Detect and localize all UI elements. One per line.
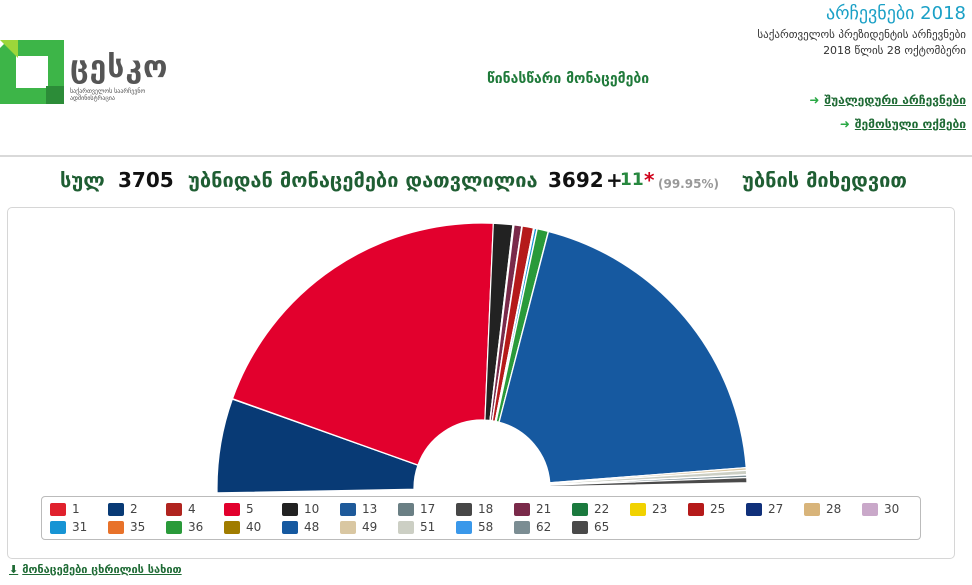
legend-label: 51 xyxy=(420,520,436,534)
legend-label: 49 xyxy=(362,520,378,534)
legend-swatch xyxy=(398,521,414,534)
legend-swatch xyxy=(630,503,646,516)
cesko-logo-icon xyxy=(0,40,64,104)
legend-swatch xyxy=(340,503,356,516)
legend-label: 36 xyxy=(188,520,204,534)
link-label: შემოსული ოქმები xyxy=(854,117,966,131)
legend-label: 40 xyxy=(246,520,262,534)
legend-swatch xyxy=(224,503,240,516)
elections-title: არჩევნები 2018 xyxy=(826,3,966,24)
legend-swatch xyxy=(340,521,356,534)
chart-legend: 1 2 4 5 10 13 17 18 21 22 23 25 27 28 30 31 35 36 40 48 49 51… xyxy=(41,496,921,540)
table-view-link[interactable]: ⬇ მონაცემები ცხრილის სახით xyxy=(9,563,182,576)
preliminary-data-label: წინასწარი მონაცემები xyxy=(487,71,650,87)
legend-label: 10 xyxy=(304,502,320,516)
legend-swatch xyxy=(456,503,472,516)
legend-swatch xyxy=(862,503,878,516)
header-divider xyxy=(0,155,972,157)
legend-swatch xyxy=(572,503,588,516)
legend-label: 5 xyxy=(246,502,254,516)
legend-swatch xyxy=(282,503,298,516)
link-received-protocols[interactable]: ➜ შემოსული ოქმები xyxy=(840,117,966,131)
total-precincts: 3705 xyxy=(118,168,174,192)
legend-swatch xyxy=(456,521,472,534)
legend-label: 35 xyxy=(130,520,146,534)
legend-label: 18 xyxy=(478,502,494,516)
legend-swatch xyxy=(282,521,298,534)
legend-label: 25 xyxy=(710,502,726,516)
summary-suffix: უბნის მიხედვით xyxy=(742,168,907,192)
legend-label: 62 xyxy=(536,520,552,534)
legend-swatch xyxy=(166,521,182,534)
counted-percent: (99.95%) xyxy=(658,177,719,191)
legend-swatch xyxy=(572,521,588,534)
legend-label: 58 xyxy=(478,520,494,534)
legend-label: 31 xyxy=(72,520,88,534)
results-chart-panel: 1 2 4 5 10 13 17 18 21 22 23 25 27 28 30 31 35 36 40 48 49 51… xyxy=(7,207,955,559)
legend-label: 65 xyxy=(594,520,610,534)
link-label: შუალედური არჩევნები xyxy=(824,93,966,107)
summary-middle-text: უბნიდან მონაცემები დათვლილია xyxy=(188,168,538,192)
counting-summary: სულ 3705 უბნიდან მონაცემები დათვლილია 36… xyxy=(0,168,972,196)
legend-swatch xyxy=(224,521,240,534)
elections-subtitle: საქართველოს პრეზიდენტის არჩევნები xyxy=(757,28,966,41)
logo-name: ცესკო xyxy=(70,50,169,85)
legend-swatch xyxy=(166,503,182,516)
legend-swatch xyxy=(804,503,820,516)
plus-sign: + xyxy=(606,168,623,192)
legend-label: 27 xyxy=(768,502,784,516)
legend-label: 4 xyxy=(188,502,196,516)
arrow-right-icon: ➜ xyxy=(839,117,850,131)
chart-slice-48[interactable] xyxy=(498,230,747,484)
link-by-elections[interactable]: ➜ შუალედური არჩევნები xyxy=(809,93,966,107)
footnote-star: * xyxy=(644,168,655,192)
legend-swatch xyxy=(108,521,124,534)
elections-date: 2018 წლის 28 ოქტომბერი xyxy=(823,44,966,57)
legend-label: 2 xyxy=(130,502,138,516)
legend-swatch xyxy=(514,521,530,534)
legend-label: 48 xyxy=(304,520,320,534)
chart-slice-65[interactable] xyxy=(549,476,748,488)
legend-label: 22 xyxy=(594,502,610,516)
page-header: ცესკო საქართველოს საარჩევნო ადმინისტრაცი… xyxy=(0,0,972,150)
legend-label: 28 xyxy=(826,502,842,516)
arrow-down-icon: ⬇ xyxy=(9,563,19,576)
legend-swatch xyxy=(50,503,66,516)
legend-swatch xyxy=(688,503,704,516)
legend-swatch xyxy=(746,503,762,516)
legend-swatch xyxy=(50,521,66,534)
legend-label: 13 xyxy=(362,502,378,516)
chart-slice-5[interactable] xyxy=(231,222,494,466)
legend-swatch xyxy=(398,503,414,516)
table-view-label: მონაცემები ცხრილის სახით xyxy=(22,563,182,576)
legend-label: 21 xyxy=(536,502,552,516)
legend-swatch xyxy=(514,503,530,516)
legend-label: 30 xyxy=(884,502,900,516)
summary-prefix: სულ xyxy=(60,168,105,192)
counted-precincts: 3692 xyxy=(548,168,604,192)
arrow-right-icon: ➜ xyxy=(809,93,820,107)
legend-label: 1 xyxy=(72,502,80,516)
results-semicircle-chart xyxy=(216,222,748,493)
legend-label: 17 xyxy=(420,502,436,516)
logo-subtitle: საქართველოს საარჩევნო ადმინისტრაცია xyxy=(70,88,146,102)
legend-swatch xyxy=(108,503,124,516)
legend-label: 23 xyxy=(652,502,668,516)
extra-precincts: 11 xyxy=(620,170,644,190)
